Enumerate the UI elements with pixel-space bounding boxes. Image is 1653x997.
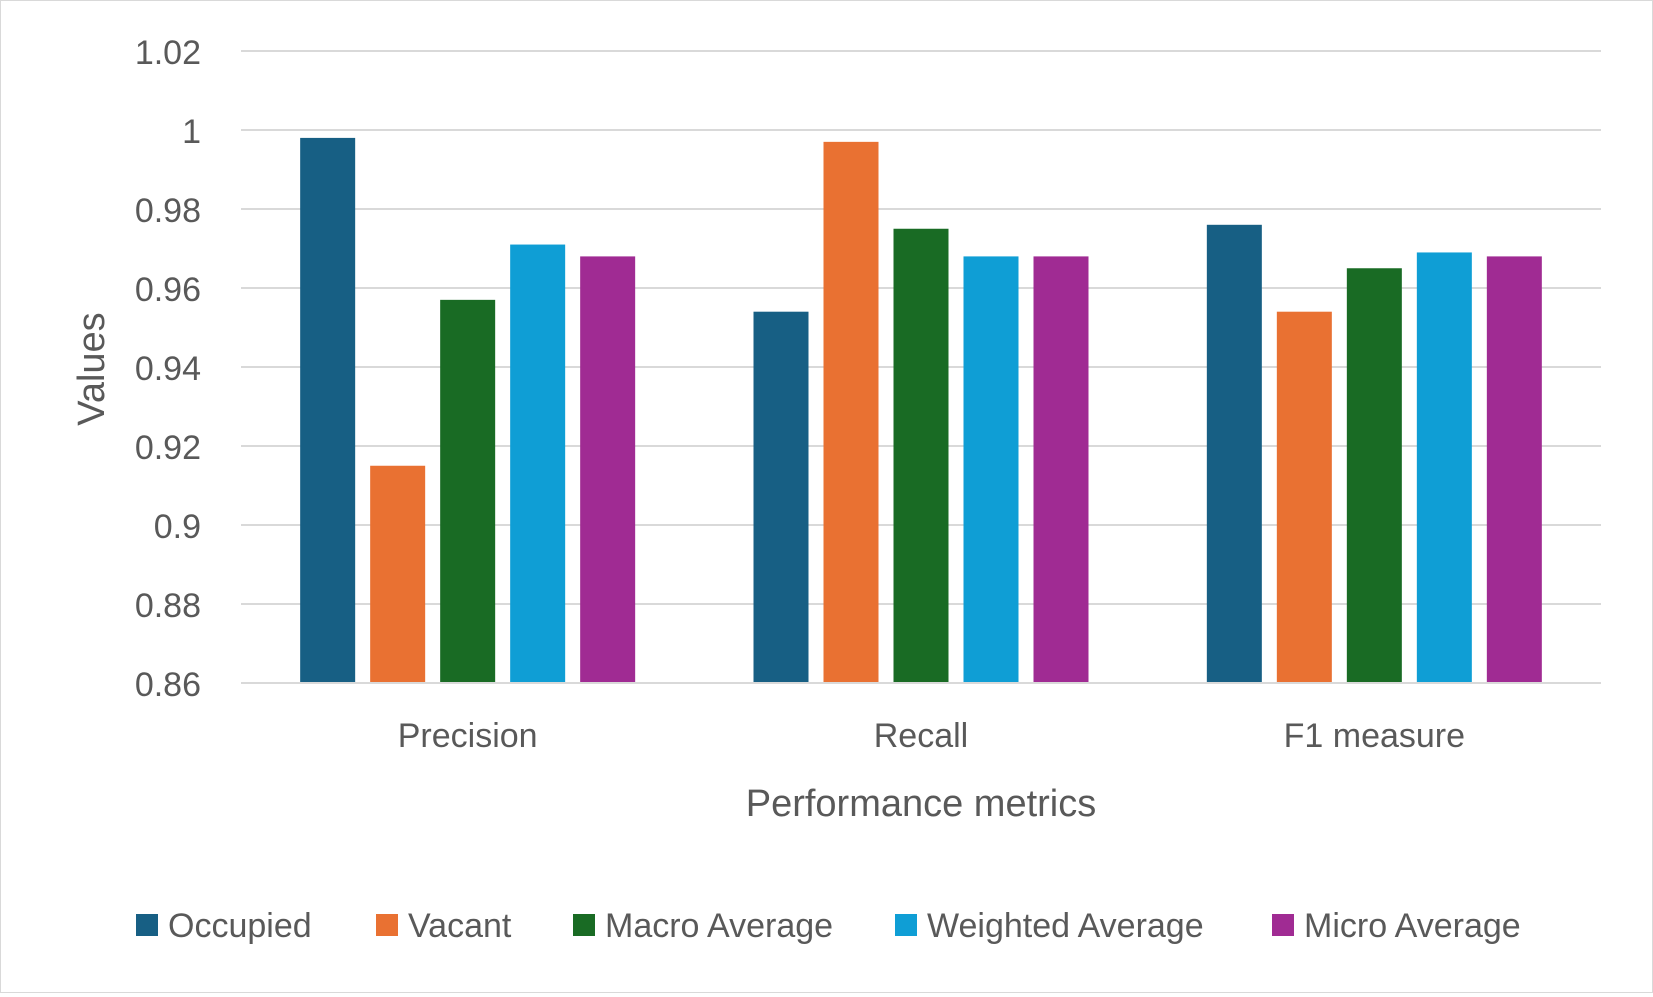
bar-weighted-average-f1-measure (1416, 252, 1472, 683)
x-axis-ticks: Precision Recall F1 measure (398, 717, 1465, 755)
x-tick-label: F1 measure (1284, 717, 1465, 755)
y-tick-label: 0.94 (135, 350, 201, 388)
legend-item-macro-average: Macro Average (573, 907, 833, 945)
bar-macro-average-f1-measure (1346, 268, 1402, 683)
bar-vacant-precision (370, 465, 426, 683)
y-tick-label: 1 (182, 113, 201, 151)
legend-item-occupied: Occupied (136, 907, 312, 945)
y-tick-label: 0.86 (135, 666, 201, 704)
y-tick-label: 0.92 (135, 429, 201, 467)
legend-label: Weighted Average (927, 907, 1204, 945)
x-tick-label: Precision (398, 717, 538, 755)
legend-label: Vacant (408, 907, 512, 945)
x-tick-label: Recall (874, 717, 968, 755)
y-tick-label: 0.96 (135, 271, 201, 309)
legend: Occupied Vacant Macro Average Weighted Aver… (136, 907, 1521, 945)
y-axis-label: Values (71, 312, 113, 425)
bar-occupied-precision (300, 137, 356, 683)
legend-swatch (895, 914, 917, 936)
bar-vacant-f1-measure (1276, 311, 1332, 683)
y-tick-label: 0.9 (154, 508, 201, 546)
legend-label: Micro Average (1304, 907, 1521, 945)
bar-micro-average-precision (580, 256, 636, 683)
bar-occupied-f1-measure (1206, 224, 1262, 684)
bars (241, 137, 1601, 684)
legend-label: Macro Average (605, 907, 833, 945)
legend-item-micro-average: Micro Average (1272, 907, 1521, 945)
x-axis-label: Performance metrics (746, 783, 1097, 825)
legend-swatch (136, 914, 158, 936)
bar-micro-average-f1-measure (1486, 256, 1542, 683)
bar-macro-average-recall (893, 228, 949, 683)
y-tick-label: 1.02 (135, 34, 201, 72)
y-axis-ticks: 0.86 0.88 0.9 0.92 0.94 0.96 0.98 1 1.02 (135, 34, 201, 704)
y-tick-label: 0.98 (135, 192, 201, 230)
legend-swatch (573, 914, 595, 936)
bar-micro-average-recall (1033, 256, 1089, 683)
legend-swatch (1272, 914, 1294, 936)
bar-weighted-average-precision (510, 244, 566, 684)
legend-label: Occupied (168, 907, 312, 945)
bar-occupied-recall (753, 311, 809, 683)
legend-swatch (376, 914, 398, 936)
bar-macro-average-precision (440, 299, 496, 683)
legend-item-weighted-average: Weighted Average (895, 907, 1204, 945)
bar-weighted-average-recall (963, 256, 1019, 683)
legend-item-vacant: Vacant (376, 907, 512, 945)
y-tick-label: 0.88 (135, 587, 201, 625)
bar-vacant-recall (823, 141, 879, 684)
